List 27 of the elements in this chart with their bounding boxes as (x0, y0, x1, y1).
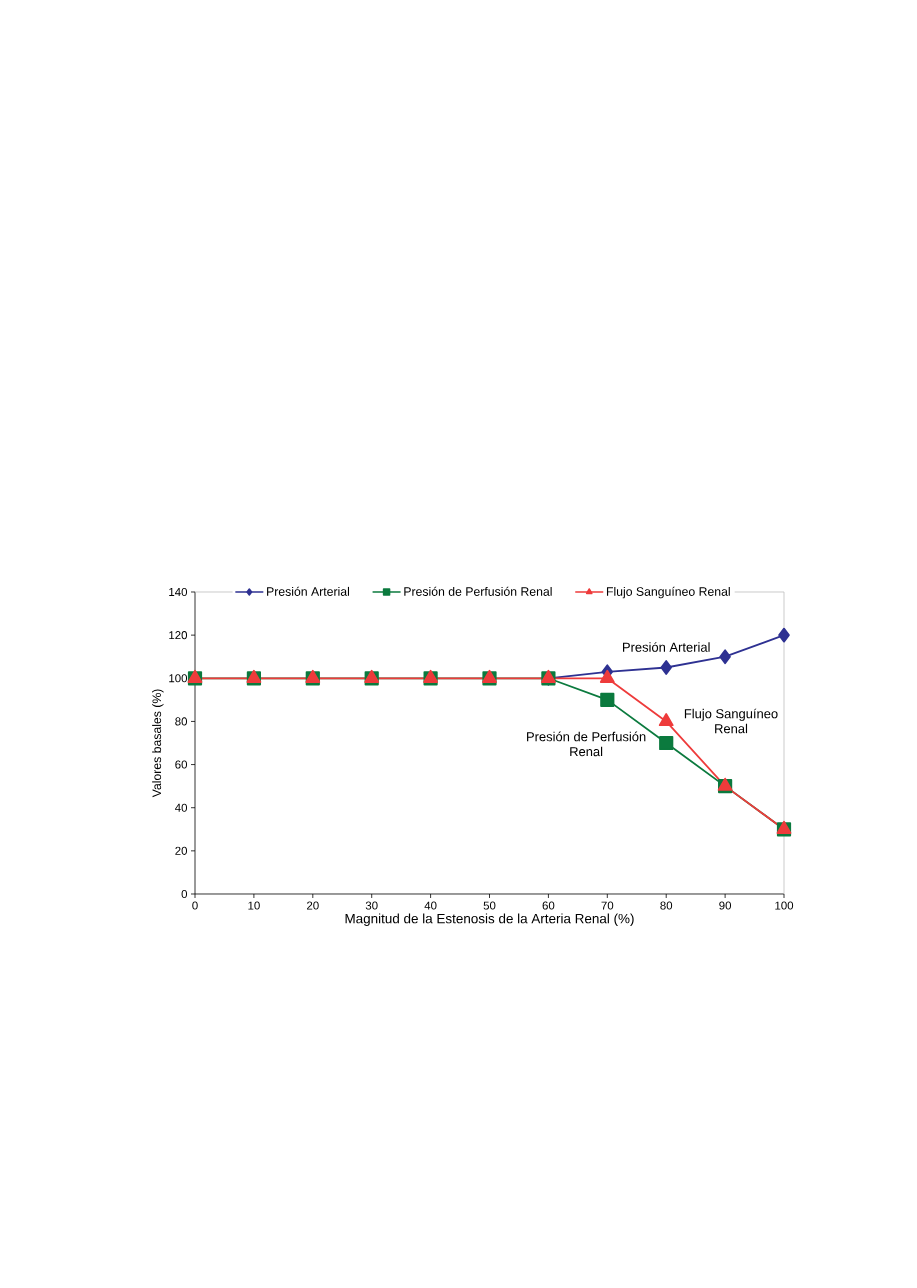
y-tick-label: 60 (175, 760, 188, 769)
y-tick-label: 80 (175, 717, 188, 726)
x-tick-label: 60 (542, 901, 555, 910)
x-tick-label: 50 (483, 901, 496, 910)
legend-label: Flujo Sanguíneo Renal (606, 586, 730, 599)
x-axis-title: Magnitud de la Estenosis de la Arteria Renal (%) (345, 913, 634, 927)
x-tick-label: 10 (248, 901, 260, 910)
annotation: Presión de Perfusión Renal (527, 731, 646, 757)
y-tick-label: 100 (169, 674, 188, 683)
y-tick-label: 140 (169, 587, 188, 597)
y-tick-label: 40 (175, 803, 188, 812)
legend-label: Presión Arterial (267, 586, 349, 596)
annotation: Presión Arterial (623, 642, 710, 652)
x-tick-label: 80 (660, 901, 673, 910)
legend-label: Presión de Perfusión Renal (404, 586, 552, 596)
x-tick-label: 0 (192, 901, 198, 910)
x-tick-label: 30 (365, 901, 378, 910)
x-tick-label: 40 (424, 901, 437, 910)
y-axis-title: Valores basales (%) (152, 689, 164, 798)
y-tick-label: 120 (169, 631, 188, 640)
x-tick-label: 100 (775, 901, 794, 910)
x-tick-label: 70 (601, 901, 614, 910)
x-tick-label: 20 (307, 901, 319, 910)
y-tick-label: 0 (181, 889, 188, 899)
annotation: Flujo Sanguíneo Renal (684, 708, 778, 734)
y-tick-label: 20 (175, 846, 188, 855)
x-tick-label: 90 (719, 901, 732, 910)
